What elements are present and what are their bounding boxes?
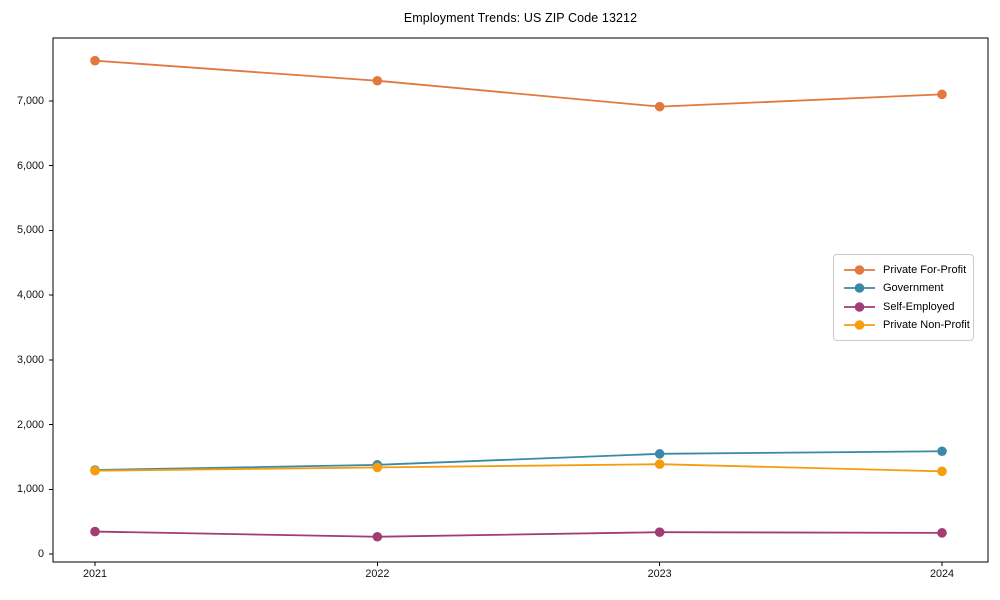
legend-line-dot-marker — [844, 283, 875, 294]
legend-label: Self-Employed — [883, 300, 955, 313]
legend-line-dot-marker — [844, 320, 875, 330]
y-tick-label: 1,000 — [16, 483, 44, 496]
legend: Private For-Profit Government Self-Employe… — [833, 254, 974, 341]
y-tick-label: 6,000 — [16, 159, 44, 172]
data-point — [937, 89, 947, 100]
y-tick-label: 4,000 — [16, 289, 44, 302]
series-line-private-non-profit — [94, 463, 943, 473]
legend-item: Government — [843, 279, 965, 297]
legend-label: Private Non-Profit — [883, 318, 970, 331]
data-point — [90, 55, 100, 66]
legend-label: Private For-Profit — [883, 264, 967, 276]
y-tick-label: 5,000 — [16, 224, 44, 237]
x-tick-label: 2021 — [82, 568, 108, 580]
y-tick-label: 0 — [37, 548, 44, 561]
data-point — [90, 526, 100, 537]
legend-item: Private Non-Profit — [843, 316, 970, 334]
data-point — [372, 75, 383, 86]
y-tick-label: 7,000 — [16, 94, 44, 107]
data-point — [654, 527, 665, 538]
data-point — [372, 462, 383, 473]
data-point — [654, 459, 665, 469]
data-point — [937, 528, 947, 538]
axes-border — [52, 37, 989, 563]
data-point — [90, 465, 100, 476]
legend-label: Government — [883, 282, 944, 295]
legend-line-dot-marker — [844, 301, 875, 312]
x-tick-label: 2023 — [647, 568, 672, 580]
series-line-private-for-profit — [94, 59, 943, 108]
y-tick-label: 2,000 — [16, 418, 44, 431]
data-point — [937, 446, 947, 457]
legend-line-dot-marker — [844, 265, 875, 275]
legend-item: Private For-Profit — [843, 261, 967, 279]
legend-item: Self-Employed — [843, 298, 965, 316]
data-point — [372, 531, 383, 542]
data-point — [937, 466, 947, 477]
x-tick-label: 2024 — [929, 568, 955, 580]
data-point — [654, 101, 665, 112]
series-line-self-employed — [94, 530, 943, 538]
y-tick-label: 3,000 — [16, 353, 44, 366]
x-tick-label: 2022 — [365, 568, 390, 580]
series-line-government — [94, 450, 943, 471]
data-point — [654, 449, 665, 459]
chart-title: Employment Trends: US ZIP Code 13212 — [403, 11, 638, 25]
